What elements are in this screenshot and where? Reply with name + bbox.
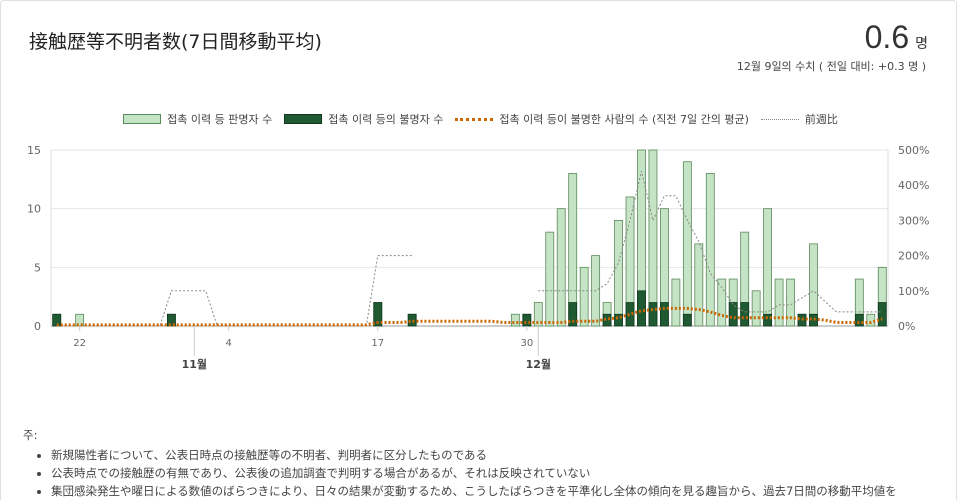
notes-label: 주: [23,428,38,442]
bar-unknown [637,290,646,327]
bar-unknown [522,313,532,327]
month-label: 11월 [182,357,207,371]
bar-unknown [877,302,887,327]
bar-known [705,173,715,327]
legend-item-wow[interactable]: 前週比 [760,111,838,127]
x-tick-label: 4 [226,338,232,349]
bar-unknown [648,302,658,327]
bar-known [751,290,761,327]
y-right-tick-label: 400% [898,179,929,192]
headline-unit: 명 [915,36,928,52]
bar-unknown [740,302,750,327]
note-item: 公表時点での接触歴の有無であり、公表後の追加調査で判明する場合があるが、それは反… [51,464,897,482]
chart-title: 接触歴等不明者数(7日間移動平均) [29,31,322,53]
bar-known [648,149,658,327]
headline-value: 0.6 [864,19,910,55]
x-tick-label: 30 [520,338,533,349]
note-item: 新規陽性者について、公表日時点の接触歴等の不明者、判明者に区分したものである [51,446,897,464]
bar-known [556,208,566,327]
y-left-tick-label: 5 [34,261,41,274]
bar-known [717,278,727,327]
bar-known [682,161,692,327]
wow-line [538,171,883,313]
chart-legend: 접촉 이력 등 판명자 수 접촉 이력 등의 불명자 수 접촉 이력 등이 불명… [1,111,959,127]
headline-subtitle: 12월 9일의 수치 ( 전일 대비: +0.3 명 ) [736,60,926,73]
legend-label-known: 접촉 이력 등 판명자 수 [167,113,273,126]
legend-item-unknown[interactable]: 접촉 이력 등의 불명자 수 [284,111,443,127]
x-tick-label: 17 [371,338,384,349]
bar-known [774,278,784,327]
bar-unknown [809,313,818,327]
headline-value-group: 0.6 명 [865,19,928,56]
bar-known [671,278,681,327]
note-item: 集団感染発生や曜日による数値のばらつきにより、日々の結果が変動するため、こうした… [51,482,897,500]
wow-line [56,255,413,327]
legend-swatch-average [455,117,494,121]
y-right-tick-label: 200% [898,250,929,263]
bar-unknown [614,313,623,327]
bar-unknown [682,313,692,327]
legend-label-average: 접촉 이력 등이 불명한 사람의 수 (직전 7일 간의 평균) [499,113,749,126]
bar-known [579,266,589,327]
chart-plot: 0 5 10 15 0% 100% 200% 300% 400% 500% 22 4 17 30 11월 12… [27,144,929,371]
bar-unknown [625,302,635,327]
legend-swatch-wow [760,118,799,120]
y-right-tick-label: 500% [898,144,929,157]
y-left-tick-label: 15 [27,144,41,157]
bar-known [545,231,555,327]
y-left-tick-label: 10 [27,203,41,216]
bar-unknown [763,313,773,327]
bar-unknown [166,313,176,327]
legend-swatch-unknown [284,114,323,124]
bar-known [763,208,773,327]
y-right-tick-label: 100% [898,285,929,298]
average-line [56,306,883,327]
bar-unknown [407,313,417,327]
y-left-tick-label: 0 [34,320,41,333]
legend-item-average[interactable]: 접촉 이력 등이 불명한 사람의 수 (직전 7일 간의 평균) [455,111,749,127]
legend-item-known[interactable]: 접촉 이력 등 판명자 수 [123,111,272,127]
bar-known [614,220,623,327]
bar-unknown [602,313,612,327]
y-right-tick-label: 0% [898,320,915,333]
legend-label-unknown: 접촉 이력 등의 불명자 수 [328,113,444,126]
bar-known [809,243,818,327]
bar-unknown [728,302,738,327]
bar-unknown [660,302,669,327]
legend-swatch-known [123,114,162,124]
y-right-tick-label: 300% [898,214,929,227]
bar-unknown [854,313,864,327]
bar-known [694,243,704,327]
month-label: 12월 [526,357,551,371]
notes: 주: 新規陽性者について、公表日時点の接触歴等の不明者、判明者に区分したものであ… [23,426,897,500]
x-tick-label: 22 [73,338,86,349]
bar-known [510,313,520,327]
notes-list: 新規陽性者について、公表日時点の接触歴等の不明者、判明者に区分したものである 公… [23,446,897,500]
legend-label-wow: 前週比 [804,113,838,126]
bar-unknown [568,302,578,327]
